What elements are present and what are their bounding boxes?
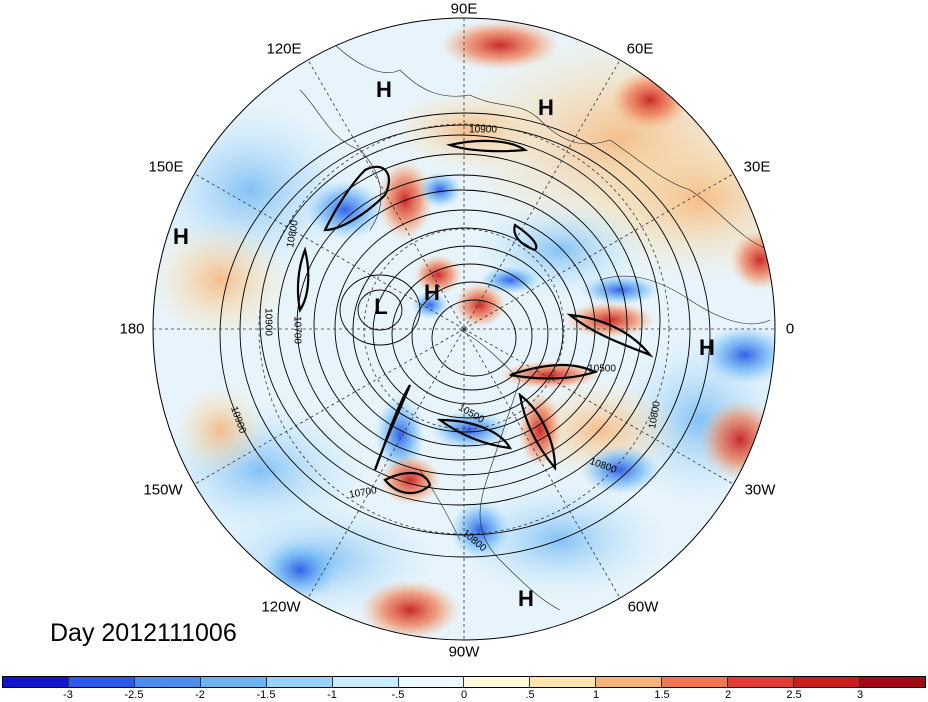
high-pressure-marker: H: [538, 95, 554, 120]
colorbar-label: 1.5: [654, 689, 670, 701]
lon-label-30w: 30W: [744, 481, 776, 499]
high-pressure-marker: H: [518, 586, 534, 611]
low-pressure-marker: L: [374, 294, 388, 319]
colorbar-box: [464, 677, 531, 687]
map-border: [152, 17, 776, 641]
colorbar-box: [134, 677, 201, 687]
colorbar-label: -3: [63, 689, 73, 701]
colorbar-label: -2: [195, 689, 205, 701]
contour-label: 10500: [588, 363, 616, 375]
lon-label-90w: 90W: [448, 643, 480, 661]
colorbar-box: [266, 677, 333, 687]
colorbar-label: 2: [724, 689, 732, 701]
colorbar-box: [68, 677, 135, 687]
contour-label: 10900: [262, 308, 274, 336]
lon-label-30e: 30E: [743, 158, 771, 176]
high-pressure-marker: H: [424, 280, 440, 305]
lon-label-120e: 120E: [266, 40, 302, 58]
colorbar-label: 2.5: [786, 689, 802, 701]
jet-streaks: [296, 139, 654, 495]
high-pressure-marker: H: [699, 335, 715, 360]
colorbar-box: [728, 677, 795, 687]
lon-label-0: 0: [785, 320, 795, 338]
colorbar-label: -1.5: [256, 689, 276, 701]
lon-label-150e: 150E: [148, 158, 184, 176]
colorbar-box: [200, 677, 267, 687]
colorbar-box: [530, 677, 597, 687]
lon-label-150w: 150W: [143, 481, 183, 499]
colorbar-labels: -3 -2.5 -2 -1.5 -1 -.5 0 .5 1 1.5 2 2.5 3: [2, 689, 926, 702]
colorbar-box: [3, 677, 69, 687]
colorbar-box: [794, 677, 860, 687]
lon-label-60e: 60E: [626, 40, 654, 58]
colorbar-label: .5: [525, 689, 535, 701]
plot-title: Day 2012111006: [50, 619, 237, 647]
colorbar-label: -1: [327, 689, 337, 701]
high-pressure-marker: H: [173, 224, 189, 249]
height-contours: [219, 112, 711, 558]
lon-label-180: 180: [119, 320, 145, 338]
colorbar-label: 3: [856, 689, 864, 701]
contour-label: 10900: [469, 124, 497, 136]
colorbar-box: [662, 677, 729, 687]
graticule: [153, 18, 775, 640]
colorbar-label: 1: [592, 689, 600, 701]
colorbar-label: 0: [460, 689, 468, 701]
coastlines: [299, 39, 771, 611]
lon-label-60w: 60W: [627, 598, 659, 616]
colorbar-box: [596, 677, 663, 687]
lon-label-90e: 90E: [450, 0, 478, 18]
contour-label: 10700: [291, 316, 303, 344]
lon-label-120w: 120W: [261, 598, 301, 616]
colorbar-box: [859, 677, 925, 687]
colorbar-box: [332, 677, 399, 687]
colorbar-label: -2.5: [124, 689, 144, 701]
colorbar: [2, 676, 926, 688]
high-pressure-marker: H: [376, 77, 392, 102]
colorbar-label: -.5: [391, 689, 405, 701]
colorbar-box: [398, 677, 465, 687]
